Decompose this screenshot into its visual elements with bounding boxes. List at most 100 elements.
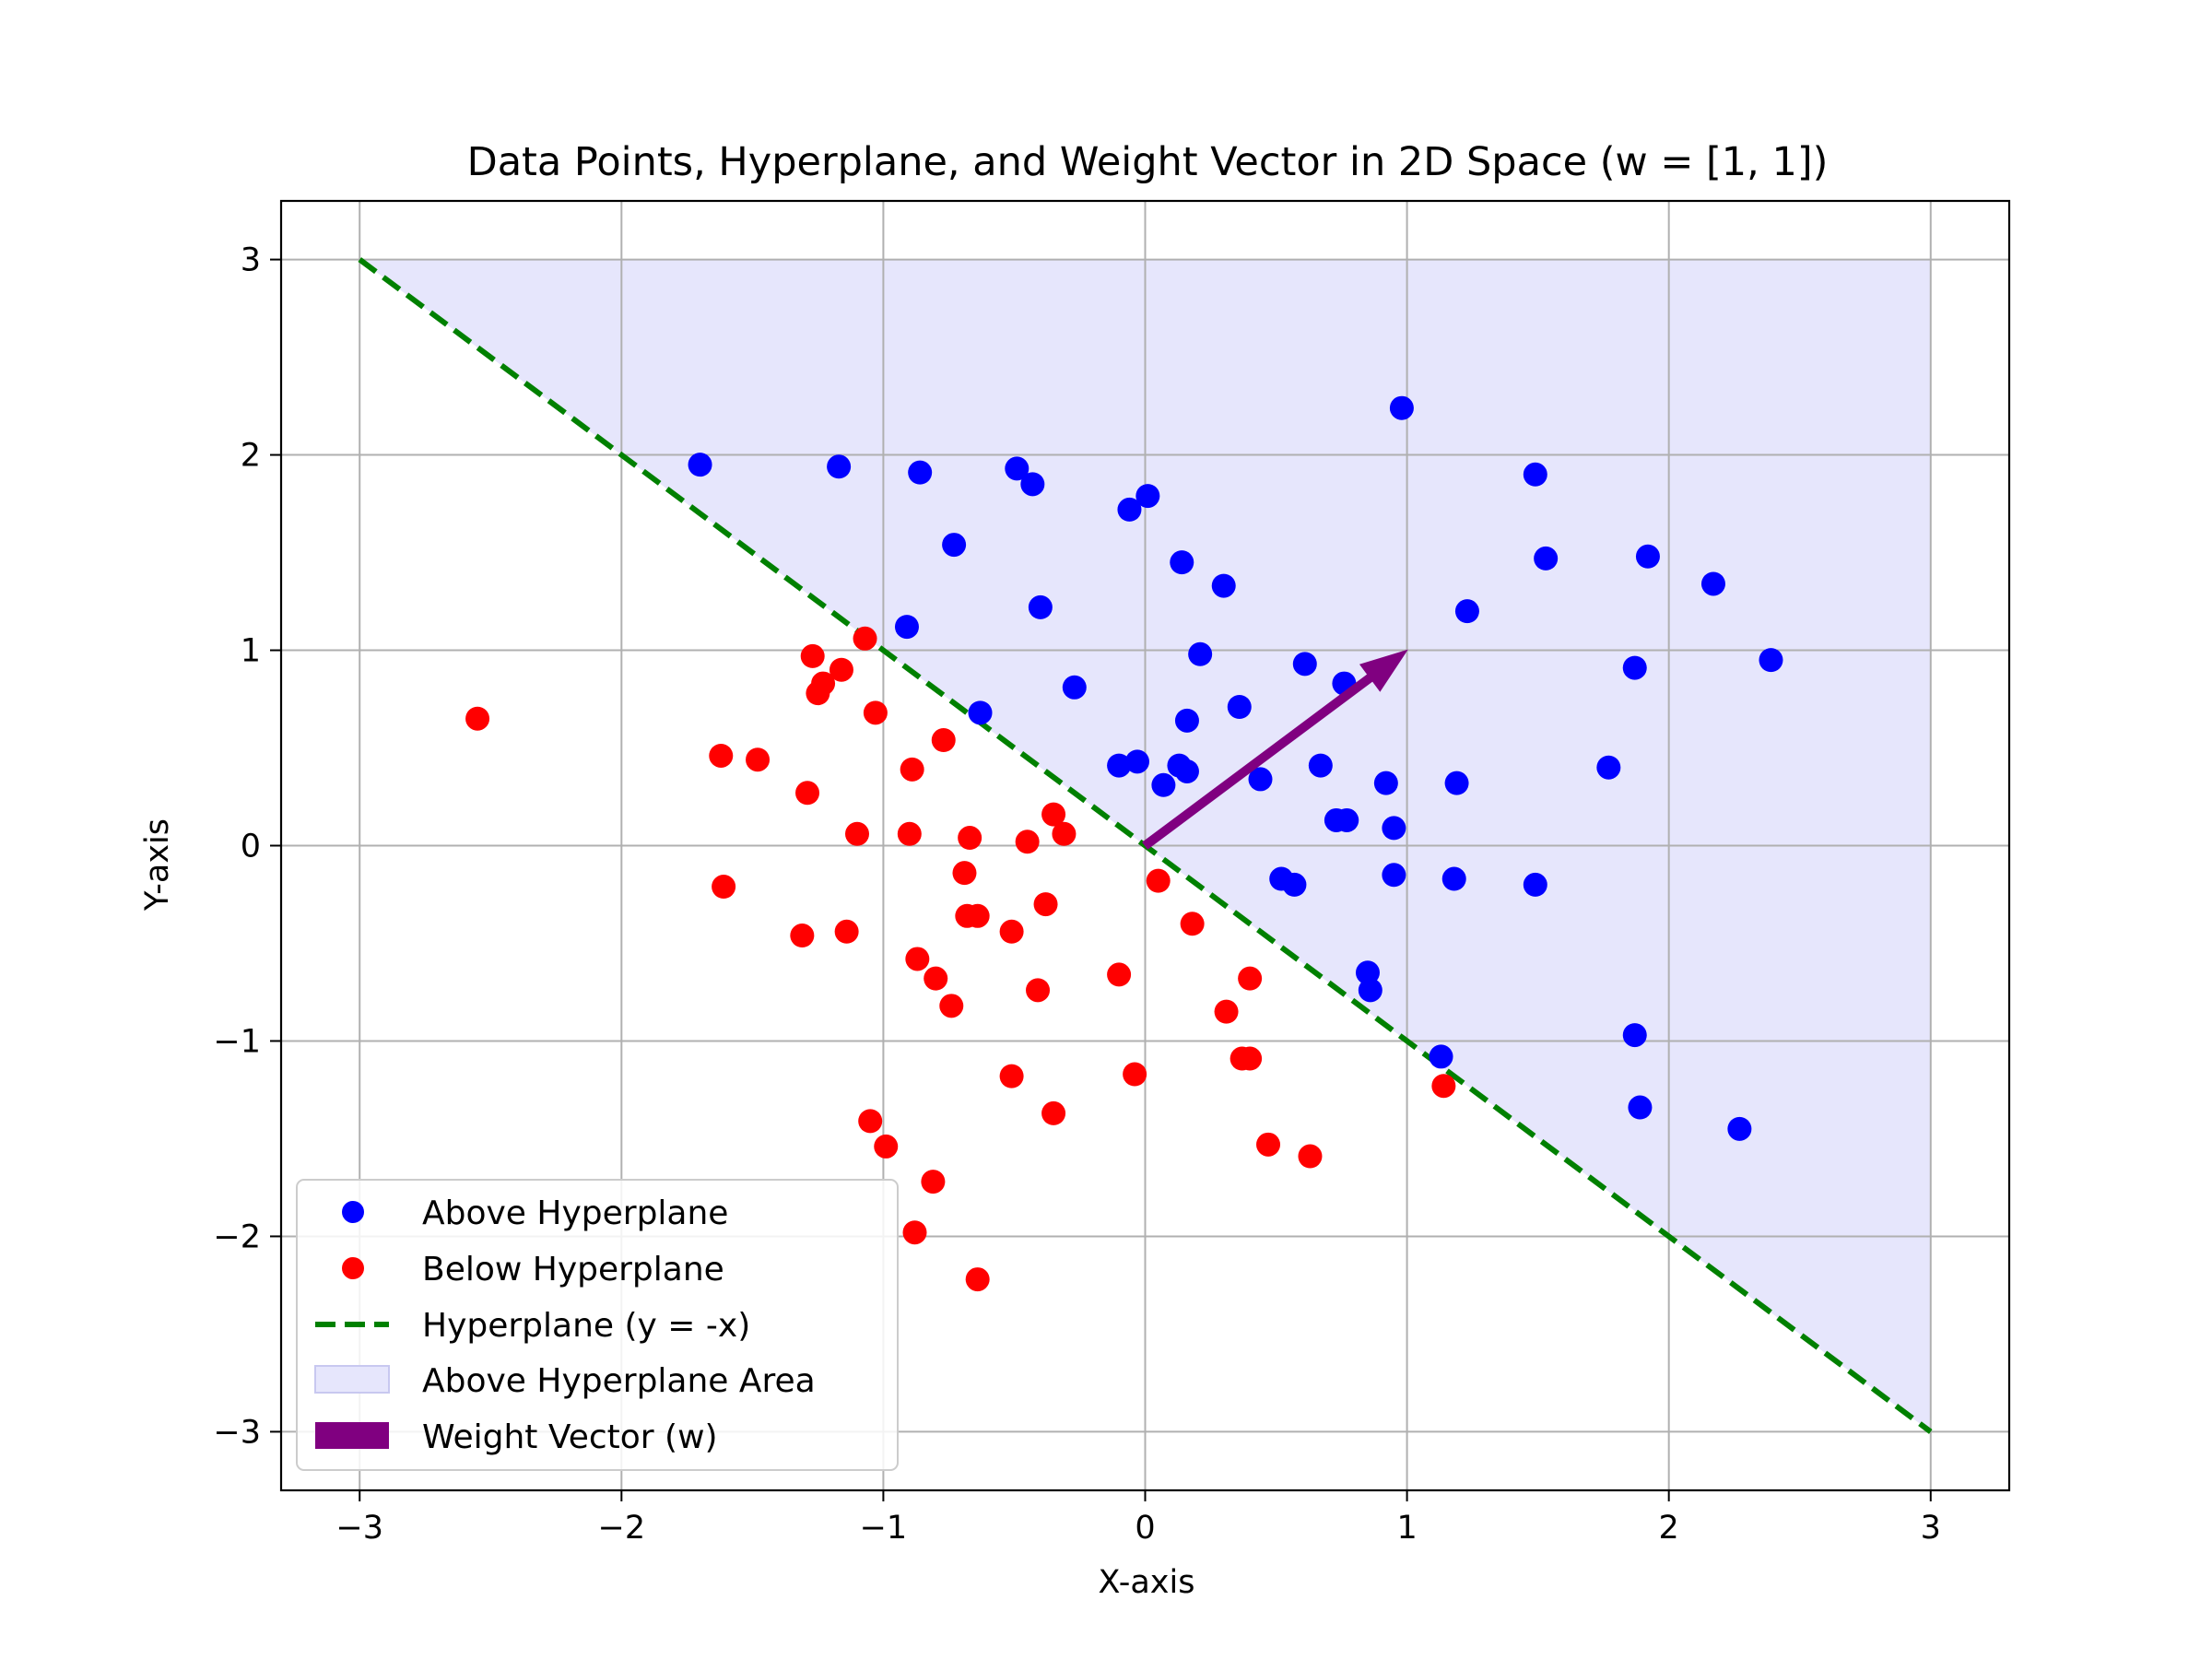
vector-layer	[1142, 649, 1408, 850]
point-above	[1373, 771, 1398, 795]
x-tick-label: 3	[1921, 1510, 1941, 1547]
point-below	[709, 743, 734, 768]
point-above	[1382, 863, 1406, 888]
point-above	[1429, 1044, 1453, 1069]
legend-label-hyperplane: Hyperplane (y = -x)	[422, 1307, 750, 1345]
legend-label-area: Above Hyperplane Area	[422, 1362, 816, 1400]
point-above	[1211, 573, 1236, 598]
point-above	[1248, 767, 1273, 792]
point-above	[1117, 497, 1142, 522]
point-above	[1622, 655, 1647, 680]
legend-marker-area	[314, 1365, 390, 1394]
point-above	[1635, 544, 1660, 569]
legend: Above Hyperplane Below Hyperplane Hyperp…	[296, 1179, 899, 1471]
x-axis-ticks: −3 −2 −1 0 1 2 3	[335, 1490, 1941, 1547]
point-above	[1188, 641, 1213, 666]
point-above	[1062, 675, 1087, 700]
point-below	[921, 1170, 946, 1194]
legend-label-below: Below Hyperplane	[422, 1251, 724, 1288]
y-axis-label: Y-axis	[139, 818, 176, 912]
point-below	[712, 875, 736, 900]
point-above	[1282, 872, 1307, 897]
point-below	[746, 747, 771, 772]
point-below	[931, 728, 956, 753]
point-above	[1335, 807, 1359, 832]
point-above	[1759, 648, 1783, 673]
point-below	[924, 966, 948, 991]
points-layer	[465, 395, 1783, 1292]
point-above	[1005, 456, 1030, 481]
point-below	[1015, 830, 1040, 854]
point-above	[1628, 1095, 1653, 1120]
point-above	[908, 460, 933, 485]
point-below	[1052, 821, 1077, 846]
y-tick-label: 0	[241, 829, 261, 865]
point-below	[795, 781, 820, 806]
legend-box	[296, 1179, 899, 1471]
point-below	[1026, 978, 1051, 1003]
point-below	[874, 1134, 899, 1159]
point-below	[834, 919, 859, 944]
point-above	[1444, 771, 1469, 795]
point-below	[1041, 1100, 1066, 1125]
point-above	[1292, 652, 1317, 677]
point-above	[1382, 816, 1406, 841]
point-above	[1358, 978, 1382, 1003]
chart-title: Data Points, Hyperplane, and Weight Vect…	[467, 139, 1829, 185]
point-above	[1107, 753, 1132, 778]
point-below	[1298, 1144, 1323, 1169]
point-below	[1431, 1074, 1456, 1099]
point-below	[1033, 892, 1058, 917]
point-below	[1256, 1132, 1281, 1157]
point-below	[1214, 999, 1239, 1024]
y-tick-label: −1	[213, 1023, 261, 1060]
point-below	[806, 681, 830, 706]
x-axis-label: X-axis	[1099, 1564, 1195, 1601]
point-above	[942, 533, 967, 558]
point-above	[1389, 395, 1414, 420]
y-tick-label: −2	[213, 1218, 261, 1255]
point-below	[829, 657, 853, 682]
point-below	[905, 947, 930, 971]
point-above	[1454, 599, 1479, 624]
point-below	[897, 821, 922, 846]
point-above	[894, 615, 919, 640]
point-below	[465, 706, 490, 731]
point-below	[1238, 1046, 1263, 1071]
point-above	[1020, 472, 1045, 497]
point-below	[1238, 966, 1263, 991]
y-tick-label: 2	[241, 438, 261, 475]
y-tick-label: −3	[213, 1414, 261, 1451]
x-tick-label: 1	[1396, 1510, 1417, 1547]
point-below	[858, 1109, 883, 1134]
point-below	[965, 903, 990, 928]
point-above	[1523, 872, 1547, 897]
point-above	[1135, 484, 1160, 509]
point-below	[790, 924, 815, 948]
point-above	[1151, 772, 1176, 797]
point-above	[1124, 749, 1149, 774]
point-above	[1174, 708, 1199, 733]
point-above	[1534, 546, 1559, 571]
point-below	[965, 1267, 990, 1292]
point-above	[968, 700, 993, 725]
x-tick-label: −1	[860, 1510, 908, 1547]
point-below	[1107, 962, 1132, 987]
point-below	[900, 757, 924, 782]
point-above	[1170, 550, 1194, 575]
x-tick-label: 0	[1135, 1510, 1155, 1547]
point-below	[939, 994, 964, 1018]
point-above	[1441, 866, 1466, 891]
point-above	[827, 454, 852, 479]
point-below	[1180, 912, 1205, 936]
point-below	[952, 861, 977, 886]
point-below	[1123, 1062, 1147, 1087]
point-above	[1308, 753, 1333, 778]
point-above	[1523, 462, 1547, 487]
legend-label-above: Above Hyperplane	[422, 1194, 728, 1232]
point-above	[1596, 755, 1621, 780]
x-tick-label: −3	[335, 1510, 383, 1547]
x-tick-label: −2	[598, 1510, 646, 1547]
legend-label-vector: Weight Vector (w)	[422, 1418, 718, 1456]
